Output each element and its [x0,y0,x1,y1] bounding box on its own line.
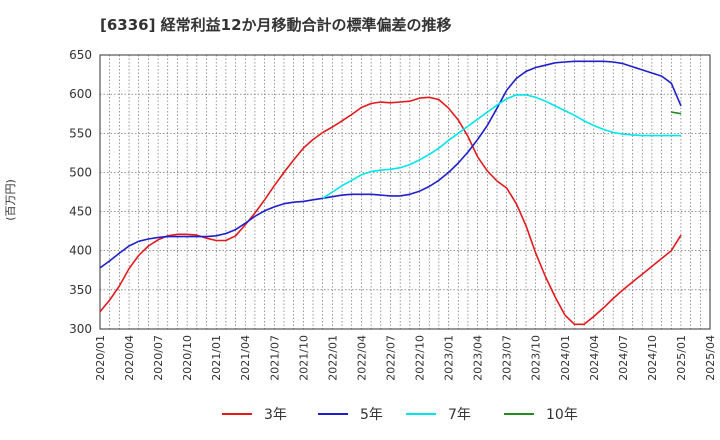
x-tick-label: 2024/04 [588,335,601,381]
x-tick-label: 2024/10 [646,335,659,381]
x-tick-label: 2022/01 [326,335,339,381]
legend: 3年 5年 7年 10年 [222,407,578,423]
x-tick-label: 2023/01 [443,335,456,381]
x-tick-label: 2024/01 [559,335,572,381]
x-tick-label: 2021/07 [268,335,281,381]
series-line-2 [99,60,682,269]
x-tick-label: 2025/04 [704,335,717,381]
plot-frame [99,54,711,330]
series-line-3 [322,94,681,199]
y-tick-label: 550 [69,126,92,140]
x-tick-label: 2021/01 [210,335,223,381]
y-tick-label: 350 [69,283,92,297]
x-tick-label: 2023/04 [472,335,485,381]
x-tick-label: 2023/07 [501,335,514,381]
x-tick-label: 2020/10 [181,335,194,381]
series-layer [99,60,682,326]
y-tick-label: 600 [69,87,92,101]
legend-label-2: 5年 [360,407,383,423]
x-tick-label: 2020/07 [152,335,165,381]
chart-title: [6336] 経常利益12か月移動合計の標準偏差の推移 [100,16,452,34]
x-tick-label: 2021/10 [297,335,310,381]
legend-label-1: 3年 [264,407,287,423]
series-line-4 [671,111,682,115]
x-tick-label: 2022/07 [384,335,397,381]
y-tick-label: 300 [69,322,92,336]
x-tick-label: 2022/04 [355,335,368,381]
y-tick-label: 400 [69,244,92,258]
x-tick-label: 2021/04 [239,335,252,381]
y-tick-label: 450 [69,205,92,219]
x-tick-label: 2024/07 [617,335,630,381]
x-tick-label: 2023/10 [530,335,543,381]
legend-label-3: 7年 [448,407,471,423]
legend-label-4: 10年 [546,407,578,423]
x-tick-label: 2022/10 [414,335,427,381]
y-tick-label: 650 [69,48,92,62]
x-tick-label: 2020/01 [94,335,107,381]
y-tick-label: 500 [69,165,92,179]
grid-layer [99,54,711,330]
x-axis-ticks: 2020/01 2020/04 2020/07 2020/10 2021/01 2021/… [94,335,717,381]
x-tick-label: 2020/04 [123,335,136,381]
y-axis-ticks: 300 350 400 450 500 550 600 650 [69,48,92,336]
series-line-1 [99,96,682,326]
y-axis-label: (百万円) [4,179,17,221]
x-tick-label: 2025/01 [675,335,688,381]
